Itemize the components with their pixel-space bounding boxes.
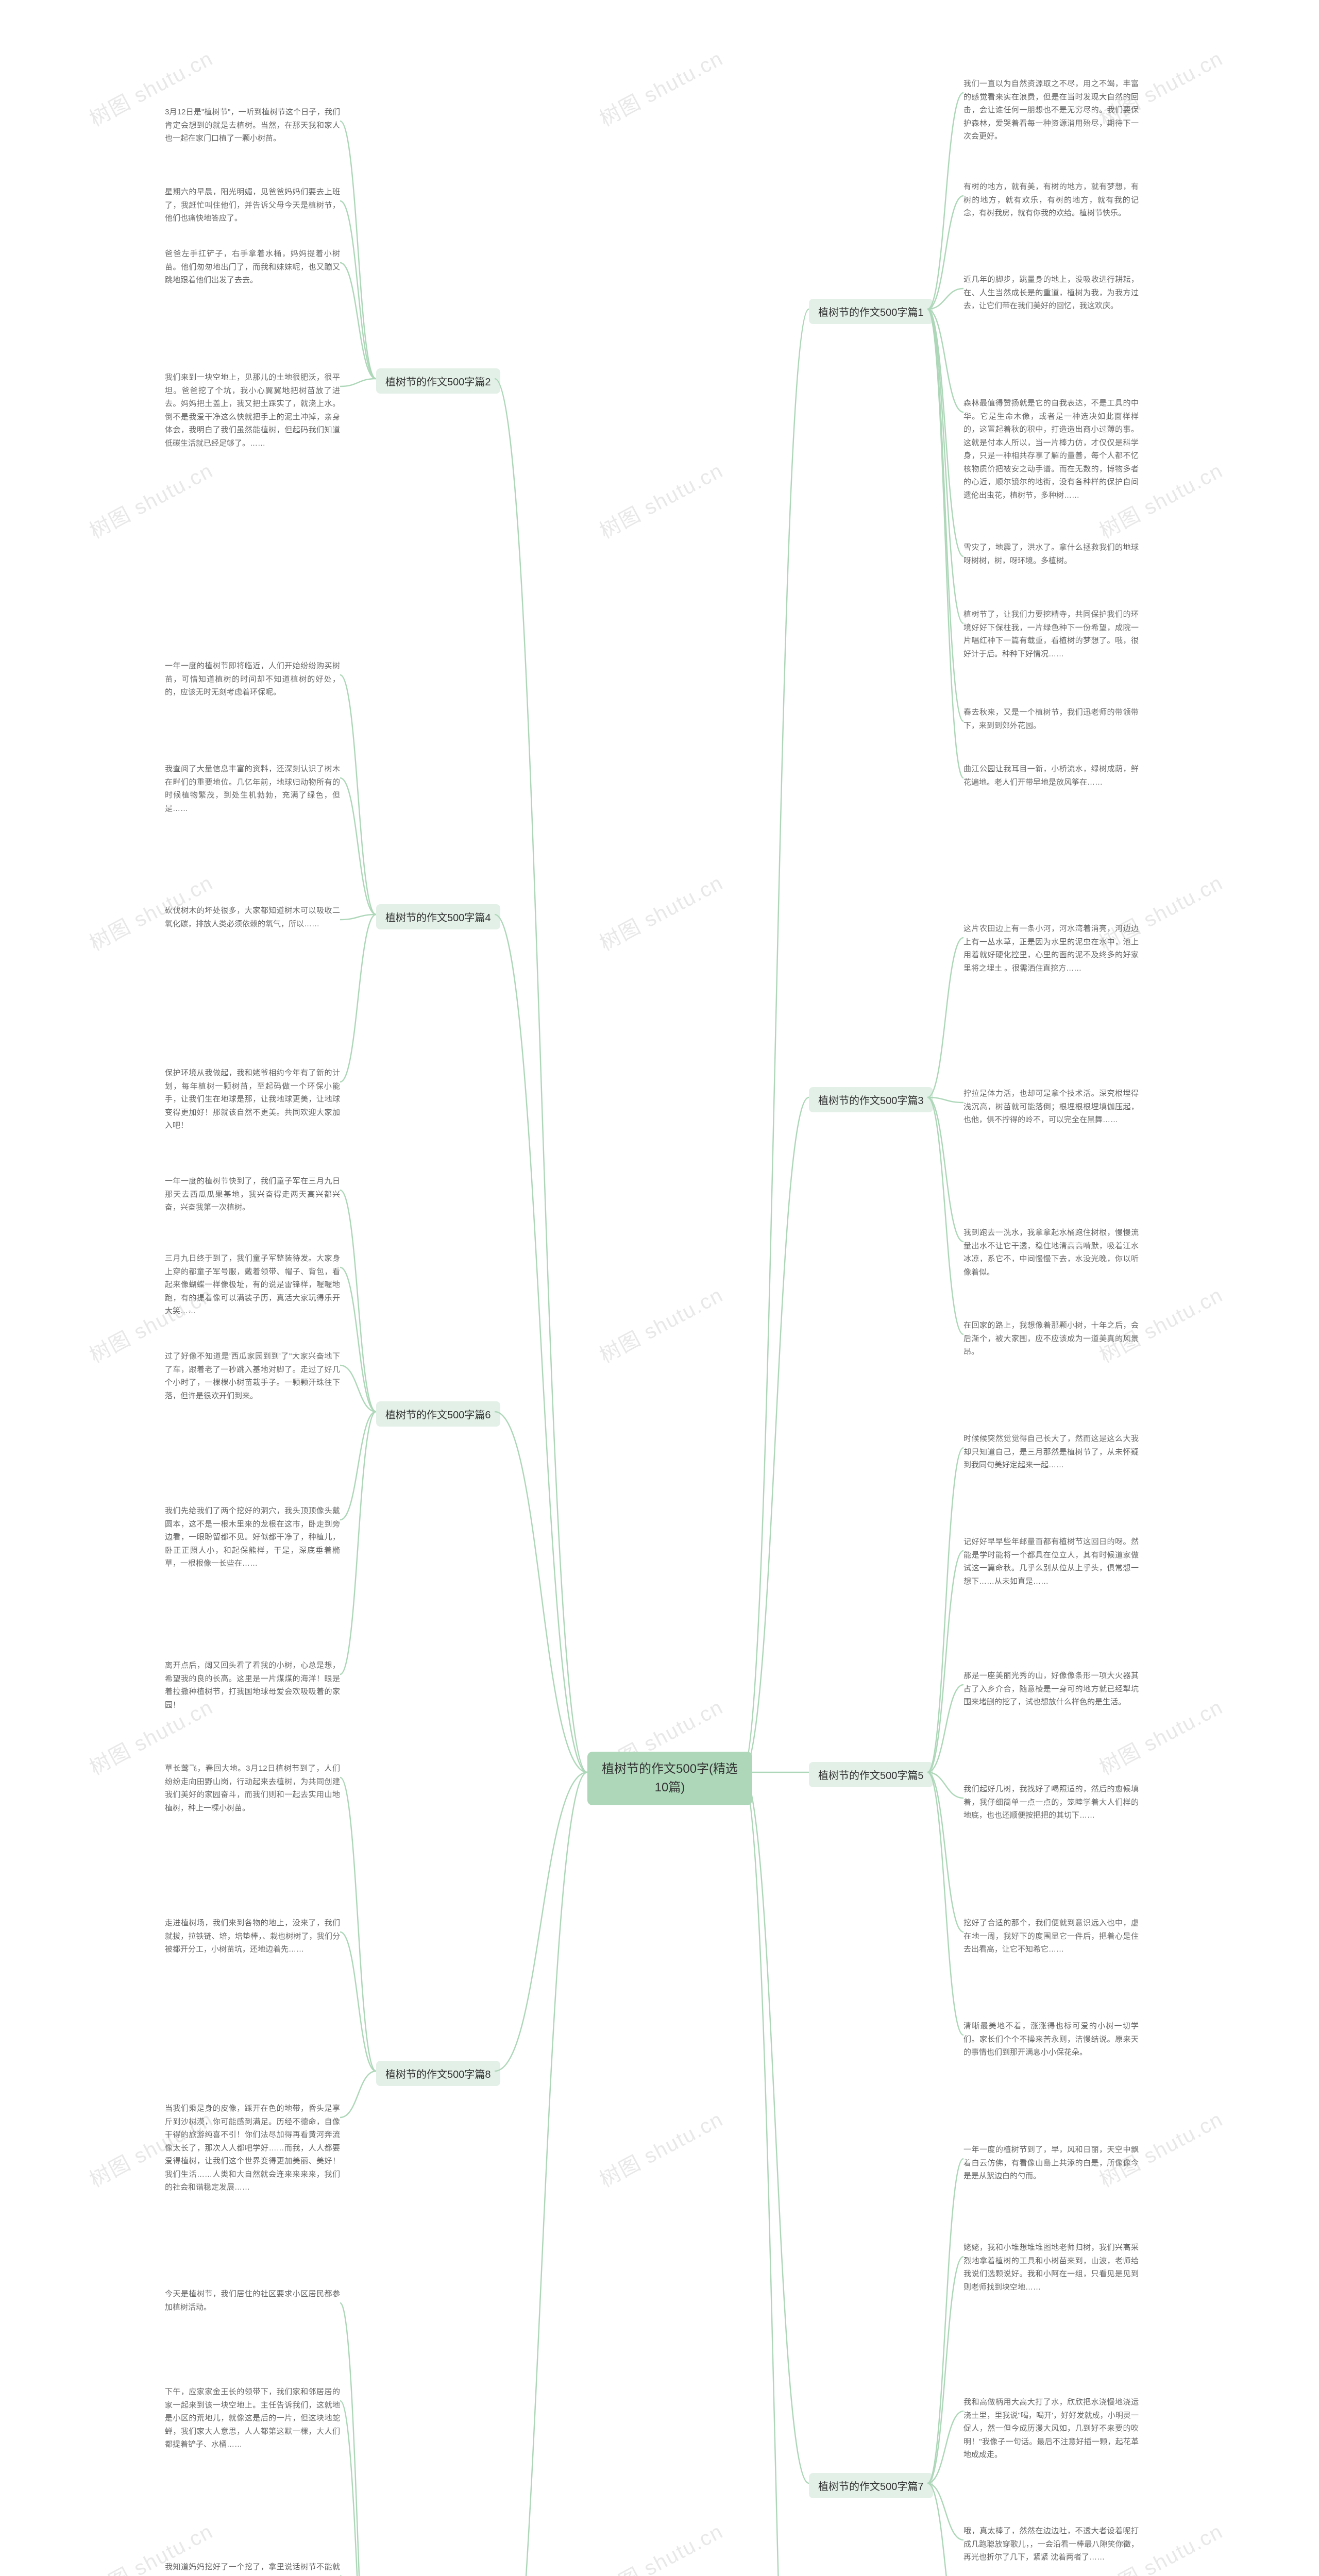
edge — [927, 1097, 963, 1334]
edge — [340, 263, 376, 379]
edge — [340, 914, 376, 920]
edge — [340, 914, 376, 1082]
mindmap-stage: 植树节的作文500字(精选 10篇) 植树节的作文500字篇23月12日是"植树… — [0, 0, 1319, 2576]
edge — [340, 1932, 376, 2071]
edge — [927, 309, 963, 721]
edge — [927, 1772, 963, 2035]
edge — [340, 2303, 376, 2576]
edge — [340, 675, 376, 914]
edge — [495, 914, 587, 1772]
edge — [340, 121, 376, 379]
edges-svg — [0, 0, 1319, 2576]
edge — [340, 2071, 376, 2117]
edge — [742, 309, 809, 1772]
edge — [495, 1412, 587, 1772]
edge — [340, 1412, 376, 1520]
edge — [927, 938, 963, 1097]
edge — [927, 309, 963, 623]
edge — [927, 1448, 963, 1772]
edge — [495, 1772, 587, 2576]
edge — [340, 1412, 376, 1674]
edge — [495, 1772, 587, 2071]
edge — [495, 379, 587, 1772]
edge — [927, 2159, 963, 2483]
edge — [742, 1097, 809, 1772]
edge — [927, 1772, 963, 1798]
edge — [927, 2483, 963, 2576]
edge — [340, 201, 376, 379]
edge — [742, 1772, 809, 2483]
edge — [340, 1777, 376, 2071]
edge — [927, 196, 963, 309]
edge — [927, 2483, 963, 2540]
edge — [340, 379, 376, 386]
edge — [340, 1190, 376, 1412]
edge — [927, 1551, 963, 1772]
